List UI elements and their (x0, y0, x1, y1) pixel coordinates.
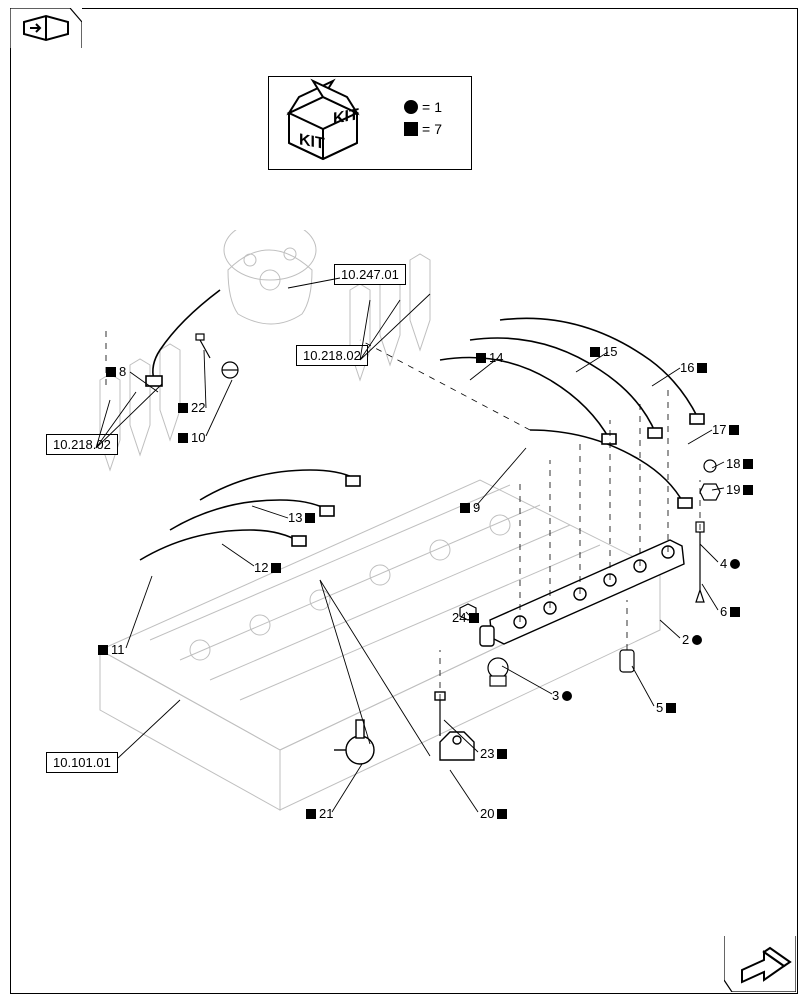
square-icon (497, 809, 507, 819)
kit-legend-row-1: = 1 (404, 96, 442, 118)
callout-num: 15 (603, 344, 617, 359)
tab-top-left (10, 8, 82, 48)
callout-num: 6 (720, 604, 727, 619)
kit-legend-eq: = (422, 96, 430, 118)
callout-num: 21 (319, 806, 333, 821)
small-parts-top (196, 334, 238, 378)
callout-num: 4 (720, 556, 727, 571)
callout-num: 9 (473, 500, 480, 515)
injector-pipes-right (440, 318, 704, 508)
kit-icon: KIT KIT (269, 77, 389, 169)
kit-legend-row-2: = 7 (404, 118, 442, 140)
square-icon (590, 347, 600, 357)
square-icon (178, 403, 188, 413)
callout-num: 2 (682, 632, 689, 647)
circle-icon (692, 635, 702, 645)
callout-5: 5 (656, 700, 676, 715)
ref-injectors-right: 10.218.02 (296, 345, 368, 366)
callout-19: 19 (726, 482, 753, 497)
main-diagram (60, 230, 760, 870)
callout-20: 20 (480, 806, 507, 821)
callout-num: 18 (726, 456, 740, 471)
callout-num: 19 (726, 482, 740, 497)
callout-17: 17 (712, 422, 739, 437)
callout-12: 12 (254, 560, 281, 575)
cylinder-head-ghost (100, 480, 660, 810)
callout-num: 13 (288, 510, 302, 525)
callout-num: 20 (480, 806, 494, 821)
callout-16: 16 (680, 360, 707, 375)
callout-3: 3 (552, 688, 572, 703)
callout-24: 24 (452, 610, 479, 625)
callout-num: 16 (680, 360, 694, 375)
dashed-guides (106, 325, 700, 700)
callout-num: 8 (119, 364, 126, 379)
callout-num: 24 (452, 610, 466, 625)
square-icon (469, 613, 479, 623)
callout-15: 15 (590, 344, 617, 359)
square-icon (404, 122, 418, 136)
callout-21: 21 (306, 806, 333, 821)
callout-num: 22 (191, 400, 205, 415)
square-icon (729, 425, 739, 435)
square-icon (106, 367, 116, 377)
square-icon (305, 513, 315, 523)
washer-nut-right (700, 460, 720, 500)
ref-injectors-left: 10.218.02 (46, 434, 118, 455)
square-icon (271, 563, 281, 573)
rail-spacer (620, 650, 634, 672)
rail-bolt (696, 522, 704, 602)
callout-num: 14 (489, 350, 503, 365)
square-icon (476, 353, 486, 363)
injector-pipes-left (140, 470, 360, 560)
fuel-rail (480, 540, 684, 646)
callout-14: 14 (476, 350, 503, 365)
square-icon (743, 459, 753, 469)
supply-pipe (146, 290, 220, 386)
circle-icon (404, 100, 418, 114)
page: KIT KIT = 1 = 7 (0, 0, 808, 1000)
circle-icon (730, 559, 740, 569)
square-icon (697, 363, 707, 373)
kit-legend: = 1 = 7 (404, 96, 442, 140)
callout-num: 10 (191, 430, 205, 445)
square-icon (730, 607, 740, 617)
callout-8: 8 (106, 364, 126, 379)
callout-22: 22 (178, 400, 205, 415)
callout-6: 6 (720, 604, 740, 619)
callout-num: 23 (480, 746, 494, 761)
square-icon (497, 749, 507, 759)
square-icon (743, 485, 753, 495)
callout-23: 23 (480, 746, 507, 761)
kit-legend-eq: = (422, 118, 430, 140)
circle-icon (562, 691, 572, 701)
callout-2: 2 (682, 632, 702, 647)
callout-10: 10 (178, 430, 205, 445)
pressure-sensor (488, 658, 508, 686)
callout-num: 5 (656, 700, 663, 715)
callout-num: 11 (111, 642, 125, 657)
callout-num: 12 (254, 560, 268, 575)
square-icon (666, 703, 676, 713)
callout-11: 11 (98, 642, 125, 657)
square-icon (178, 433, 188, 443)
callout-9: 9 (460, 500, 480, 515)
kit-legend-num: 7 (434, 118, 442, 140)
ref-fuel-pump: 10.247.01 (334, 264, 406, 285)
tab-bottom-right (724, 936, 796, 992)
callout-4: 4 (720, 556, 740, 571)
ref-cylinder-head: 10.101.01 (46, 752, 118, 773)
fuel-pump-ghost (224, 230, 316, 324)
square-icon (460, 503, 470, 513)
callout-13: 13 (288, 510, 315, 525)
square-icon (306, 809, 316, 819)
callout-num: 3 (552, 688, 559, 703)
tab-top-left-icon (10, 8, 82, 48)
callout-18: 18 (726, 456, 753, 471)
tab-bottom-right-icon (724, 936, 796, 992)
kit-legend-num: 1 (434, 96, 442, 118)
callout-num: 17 (712, 422, 726, 437)
square-icon (98, 645, 108, 655)
